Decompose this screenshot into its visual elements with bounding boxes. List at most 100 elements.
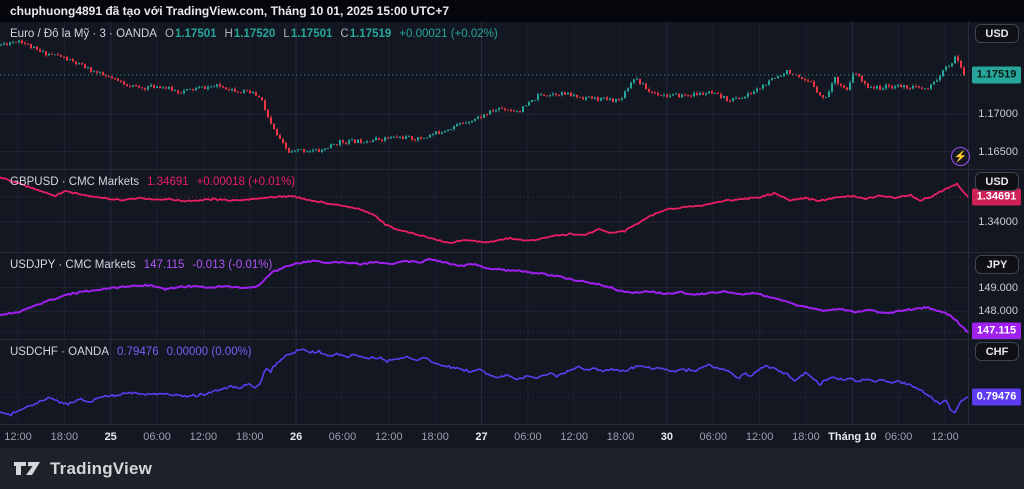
candle-body: [18, 40, 20, 43]
candle-body: [780, 75, 782, 77]
panel-eurusd: Euro / Đô la Mỹ · 3 · OANDA O1.17501 H1.…: [0, 22, 1024, 170]
price-line-series: [0, 176, 969, 244]
candle-body: [189, 88, 191, 90]
candle-body: [792, 73, 794, 75]
candle-body: [390, 137, 392, 139]
time-axis-label: 12:00: [375, 430, 403, 443]
candle-body: [60, 55, 62, 57]
candle-body: [483, 114, 485, 118]
candle-body: [951, 63, 953, 67]
usdjpy-currency-button[interactable]: JPY: [975, 255, 1019, 274]
candle-body: [927, 88, 929, 90]
usdjpy-change: -0.013 (-0.01%): [192, 259, 273, 271]
eurusd-plot[interactable]: [0, 22, 1024, 170]
eurusd-price-axis[interactable]: USD 1.17000 1.16500 1.17519: [968, 22, 1024, 169]
candle-body: [54, 54, 56, 56]
candle-body: [504, 108, 506, 110]
candle-body: [945, 66, 947, 71]
candle-body: [609, 98, 611, 100]
candle-body: [162, 87, 164, 89]
candle-body: [873, 86, 875, 89]
usdjpy-legend[interactable]: USDJPY · CMC Markets 147.115 -0.013 (-0.…: [10, 259, 272, 271]
candle-body: [882, 88, 884, 90]
candle-body: [249, 90, 251, 93]
candle-body: [678, 93, 680, 98]
candle-body: [573, 94, 575, 97]
price-axis-label: 149.000: [978, 281, 1018, 294]
usdchf-legend[interactable]: USDCHF · OANDA 0.79476 0.00000 (0.00%): [10, 346, 252, 358]
candle-body: [507, 109, 509, 111]
candle-body: [660, 95, 662, 96]
candle-body: [171, 86, 173, 91]
price-axis-label: 148.000: [978, 305, 1018, 318]
candle-body: [552, 93, 554, 95]
candle-body: [558, 94, 560, 96]
eurusd-legend[interactable]: Euro / Đô la Mỹ · 3 · OANDA O1.17501 H1.…: [10, 28, 498, 40]
candle-body: [939, 76, 941, 81]
candle-body: [90, 67, 92, 72]
candle-body: [6, 43, 8, 45]
candle-body: [384, 137, 386, 141]
candle-body: [801, 77, 803, 80]
eurusd-open: O1.17501: [164, 28, 217, 40]
candle-body: [690, 95, 692, 97]
candle-body: [318, 149, 320, 152]
candle-body: [309, 151, 311, 153]
gbpusd-currency-button[interactable]: USD: [975, 172, 1019, 191]
time-axis-label: 12:00: [745, 430, 774, 443]
eurusd-currency-button[interactable]: USD: [975, 24, 1019, 43]
candle-body: [630, 82, 632, 89]
candle-body: [822, 95, 824, 98]
usdjpy-plot[interactable]: [0, 253, 1024, 340]
candle-body: [867, 83, 869, 88]
candle-body: [204, 86, 206, 89]
candle-body: [636, 78, 638, 80]
gbpusd-plot[interactable]: [0, 170, 1024, 253]
panel-gbpusd: GBPUSD · CMC Markets 1.34691 +0.00018 (+…: [0, 170, 1024, 253]
candle-body: [111, 76, 113, 79]
candle-body: [858, 74, 860, 76]
candle-body: [840, 83, 842, 86]
usdchf-plot[interactable]: [0, 340, 1024, 425]
candle-body: [729, 100, 731, 102]
candle-body: [888, 84, 890, 87]
candle-body: [48, 53, 50, 56]
candle-body: [240, 92, 242, 94]
candle-body: [561, 92, 563, 96]
candle-body: [69, 59, 71, 61]
time-axis[interactable]: 12:00 18:00 25 06:00 12:00 18:00 26 06:00 12:00 1…: [0, 425, 1024, 448]
candle-body: [831, 83, 833, 92]
usdchf-change: 0.00000 (0.00%): [166, 346, 252, 358]
candle-body: [399, 136, 401, 138]
candle-body: [777, 76, 779, 79]
flash-icon[interactable]: ⚡: [951, 147, 970, 166]
candle-body: [114, 78, 116, 80]
candle-body: [657, 93, 659, 96]
candle-body: [786, 70, 788, 74]
usdchf-currency-button[interactable]: CHF: [975, 342, 1019, 361]
candle-body: [369, 141, 371, 143]
candle-body: [696, 93, 698, 95]
usdjpy-price-axis[interactable]: JPY 149.000 148.000 147.115: [968, 253, 1024, 339]
usdchf-price-axis[interactable]: CHF 0.79476: [968, 340, 1024, 424]
candle-body: [732, 98, 734, 102]
candle-body: [591, 96, 593, 99]
candle-body: [471, 120, 473, 123]
candle-body: [522, 106, 524, 113]
usdchf-symbol-title: USDCHF · OANDA: [10, 346, 110, 358]
candle-body: [675, 93, 677, 95]
price-badge: 1.34691: [972, 188, 1021, 206]
usdjpy-value: 147.115: [143, 259, 185, 271]
candle-body: [375, 137, 377, 141]
gbpusd-price-axis[interactable]: USD 1.34000 1.34691: [968, 170, 1024, 252]
candle-body: [495, 109, 497, 112]
candle-body: [855, 74, 857, 75]
candle-body: [360, 139, 362, 143]
candle-body: [123, 81, 125, 85]
candle-body: [306, 151, 308, 153]
candle-body: [36, 46, 38, 50]
candle-body: [354, 139, 356, 143]
gbpusd-legend[interactable]: GBPUSD · CMC Markets 1.34691 +0.00018 (+…: [10, 176, 295, 188]
candle-body: [447, 129, 449, 132]
tradingview-logo-icon: [14, 462, 40, 475]
